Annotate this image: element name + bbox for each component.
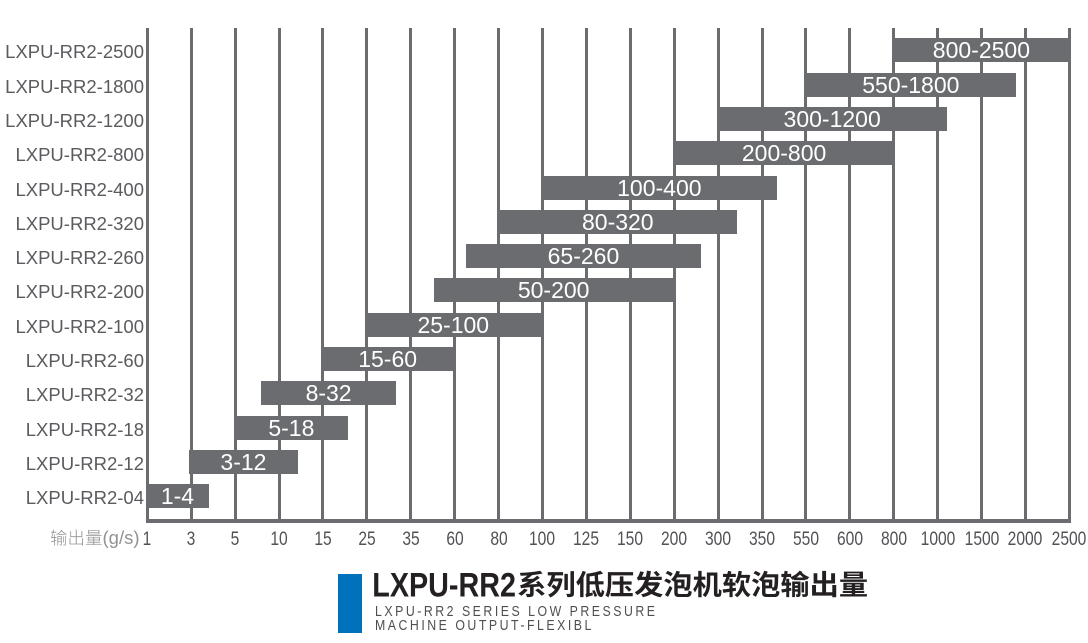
svg-text:(g/s): (g/s): [103, 527, 140, 548]
svg-text:LXPU-RR2: LXPU-RR2: [372, 566, 516, 604]
